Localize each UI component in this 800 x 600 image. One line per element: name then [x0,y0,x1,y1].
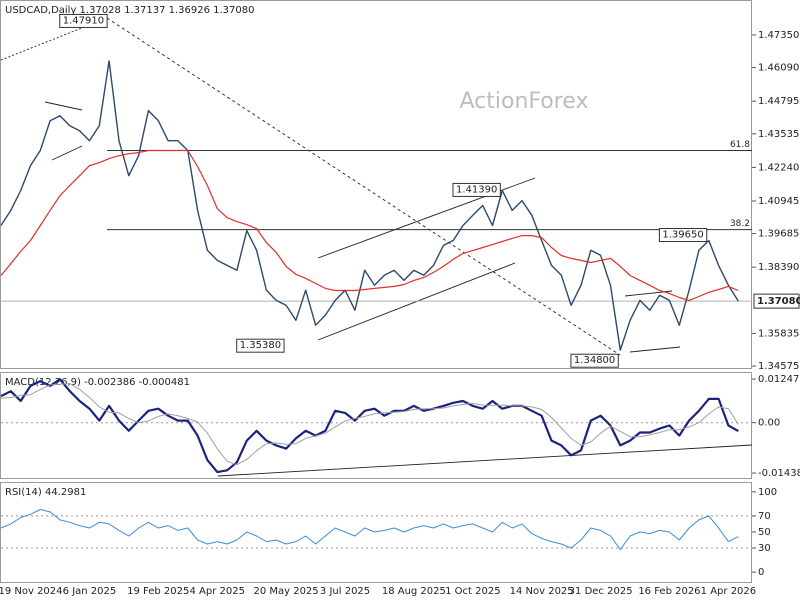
price-annotation: 1.39650 [658,228,708,243]
rsi-panel [0,482,752,583]
price-annotation: 1.47910 [59,13,108,28]
y-tick-label: 100 [758,487,777,498]
annotation-box [452,182,501,197]
macd-panel [0,372,752,479]
y-tick-label: 1.39685 [758,229,799,240]
x-tick-label: 6 Jan 2025 [63,586,117,597]
panel-title: USDCAD,Daily 1.37028 1.37137 1.36926 1.3… [5,5,255,16]
fib-label: 61.8 [730,140,750,150]
last-price-box [753,293,800,309]
x-tick-label: 1 Oct 2025 [445,586,500,597]
x-tick-label: 14 Nov 2025 [510,586,574,597]
panel-title: MACD(12,26,9) -0.002386 -0.000481 [5,377,190,388]
annotation-box [59,13,108,28]
trend-line [106,17,621,356]
y-tick-label: 0.012472 [758,374,800,385]
drawings [0,17,753,477]
x-tick-label: 18 Aug 2025 [382,586,446,597]
y-tick-label: 1.40945 [758,196,799,207]
y-tick-label: 1.35835 [758,328,799,339]
annotation-label: 1.41390 [456,184,497,195]
x-tick-label: 3 Jul 2025 [320,586,370,597]
x-tick-label: 20 May 2025 [253,586,318,597]
flag-line [51,145,83,161]
y-tick-label: 0 [758,567,764,578]
x-tick-label: 31 Dec 2025 [569,586,633,597]
annotation-label: 1.47910 [63,15,104,26]
series-line [0,60,739,351]
box-line [629,346,681,353]
annotation-box [570,353,619,368]
flag-line [44,101,83,111]
price-annotation: 1.35380 [236,338,285,353]
y-tick-label: 30 [758,543,771,554]
series-line [0,149,739,301]
y-tick-label: 70 [758,511,771,522]
annotation-label: 1.35380 [240,340,281,351]
y-tick-label: 0.00 [758,418,780,429]
y-tick-label: 1.34575 [758,361,799,372]
annotation-label: 1.39650 [662,230,703,241]
series-line [0,383,739,466]
last-price-label: 1.37080 [757,296,800,307]
y-tick-label: 1.46090 [758,63,799,74]
y-tick-label: -0.014389 [758,468,800,479]
y-tick-label: 1.43535 [758,129,799,140]
x-tick-label: 4 Apr 2025 [190,586,245,597]
annotation-box [236,338,285,353]
annotation-box [658,228,708,243]
price-annotation: 1.34800 [570,353,619,368]
series-line [0,509,739,551]
x-tick-label: 19 Nov 2024 [0,586,63,597]
y-tick-label: 1.38390 [758,262,799,273]
y-tick-label: 1.44795 [758,96,799,107]
x-tick-label: 19 Feb 2025 [127,586,189,597]
macd-trend-line [217,444,753,477]
panel-title: RSI(14) 44.2981 [5,487,86,498]
y-tick-label: 1.42240 [758,162,799,173]
annotation-label: 1.34800 [574,355,615,366]
series-line [0,378,739,474]
x-tick-label: 16 Feb 2026 [638,586,700,597]
price-panel [0,0,752,369]
price-annotation: 1.41390 [452,182,501,197]
fib-label: 38.2 [730,219,750,229]
watermark: ActionForex [460,89,589,114]
y-tick-label: 50 [758,527,771,538]
trend-line [0,17,108,61]
y-tick-label: 1.47350 [758,30,799,41]
x-tick-label: 1 Apr 2026 [701,586,756,597]
